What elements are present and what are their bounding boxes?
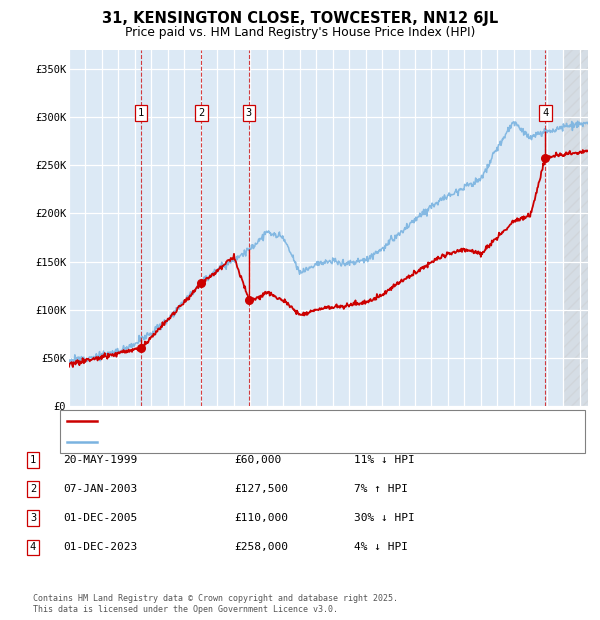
Text: 4: 4: [30, 542, 36, 552]
Text: HPI: Average price, semi-detached house, West Northamptonshire: HPI: Average price, semi-detached house,…: [103, 437, 433, 447]
Text: £258,000: £258,000: [234, 542, 288, 552]
Text: 30% ↓ HPI: 30% ↓ HPI: [354, 513, 415, 523]
Text: £127,500: £127,500: [234, 484, 288, 494]
Text: 11% ↓ HPI: 11% ↓ HPI: [354, 455, 415, 465]
Text: 1: 1: [30, 455, 36, 465]
Text: 2: 2: [30, 484, 36, 494]
Text: 31, KENSINGTON CLOSE, TOWCESTER, NN12 6JL (semi-detached house): 31, KENSINGTON CLOSE, TOWCESTER, NN12 6J…: [103, 416, 462, 426]
Text: 20-MAY-1999: 20-MAY-1999: [63, 455, 137, 465]
Text: £60,000: £60,000: [234, 455, 281, 465]
Text: 31, KENSINGTON CLOSE, TOWCESTER, NN12 6JL: 31, KENSINGTON CLOSE, TOWCESTER, NN12 6J…: [102, 11, 498, 25]
Text: 07-JAN-2003: 07-JAN-2003: [63, 484, 137, 494]
Text: Contains HM Land Registry data © Crown copyright and database right 2025.
This d: Contains HM Land Registry data © Crown c…: [33, 595, 398, 614]
Text: £110,000: £110,000: [234, 513, 288, 523]
Text: 4% ↓ HPI: 4% ↓ HPI: [354, 542, 408, 552]
Bar: [563, 50, 588, 406]
Text: 01-DEC-2023: 01-DEC-2023: [63, 542, 137, 552]
Text: 1: 1: [138, 108, 144, 118]
Text: Price paid vs. HM Land Registry's House Price Index (HPI): Price paid vs. HM Land Registry's House …: [125, 26, 475, 39]
Text: 01-DEC-2005: 01-DEC-2005: [63, 513, 137, 523]
Text: 7% ↑ HPI: 7% ↑ HPI: [354, 484, 408, 494]
Text: 2: 2: [199, 108, 205, 118]
Text: 3: 3: [246, 108, 252, 118]
Text: 3: 3: [30, 513, 36, 523]
Text: 4: 4: [542, 108, 548, 118]
